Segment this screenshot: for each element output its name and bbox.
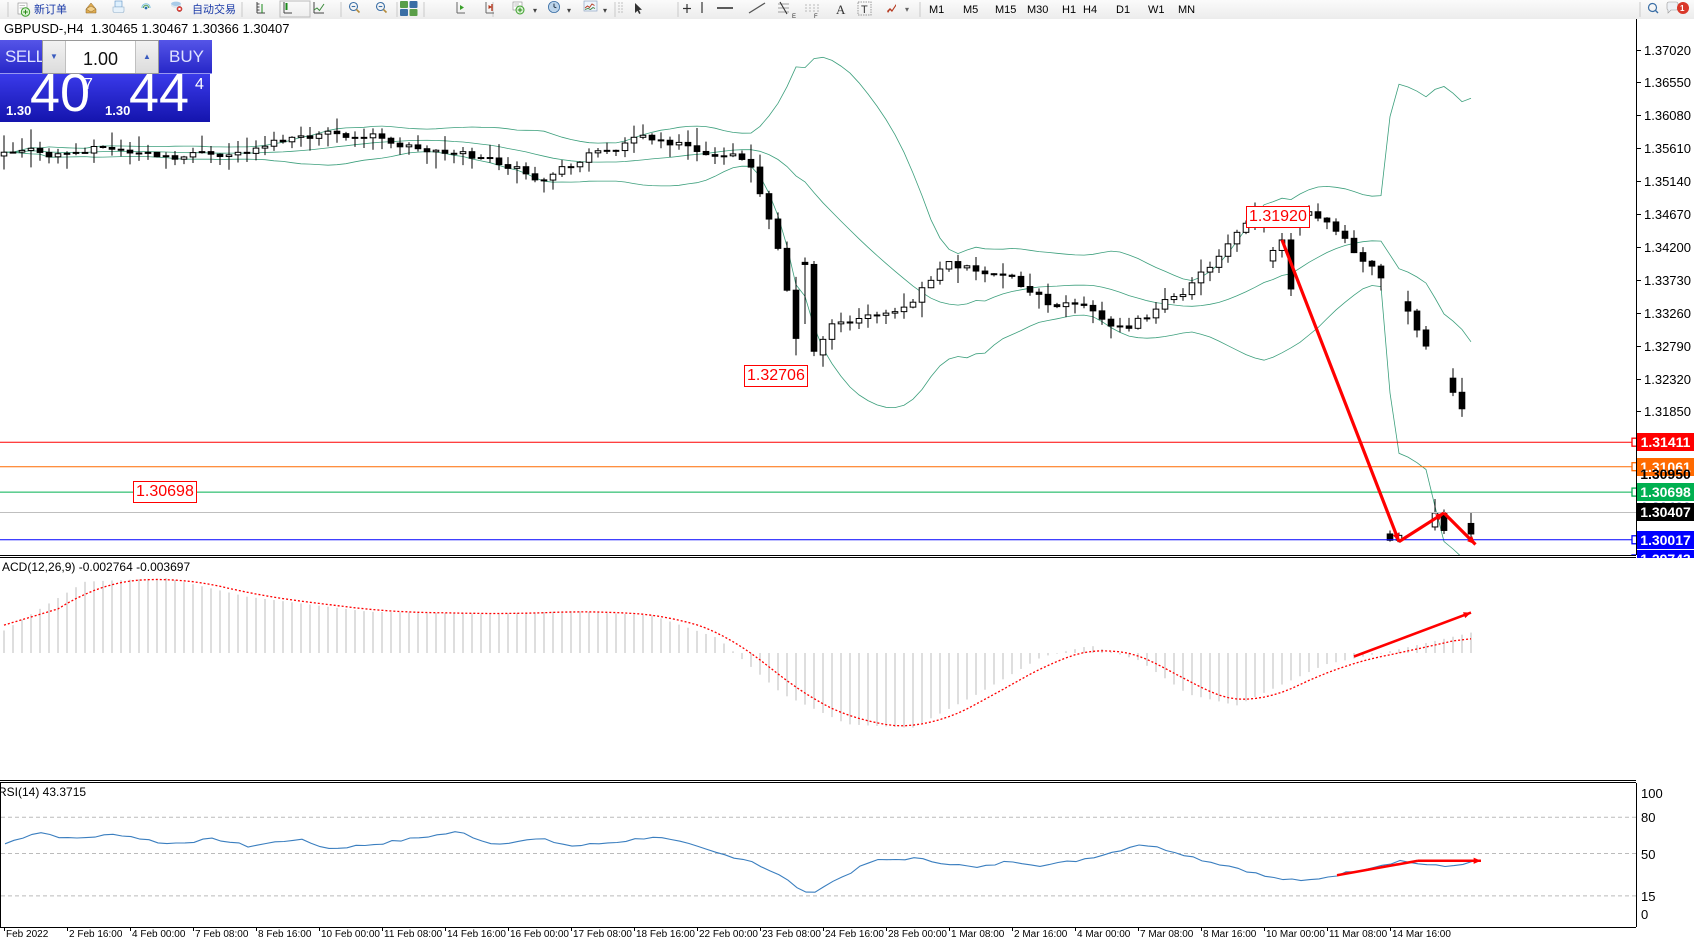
svg-text:M1: M1 xyxy=(929,4,944,16)
svg-text:▾: ▾ xyxy=(905,5,909,14)
svg-text:M15: M15 xyxy=(995,4,1016,16)
svg-text:T: T xyxy=(861,4,868,16)
svg-text:1: 1 xyxy=(1680,4,1685,13)
svg-text:▾: ▾ xyxy=(603,6,607,15)
svg-text:M5: M5 xyxy=(963,4,978,16)
svg-text:H4: H4 xyxy=(1083,4,1097,16)
svg-text:新订单: 新订单 xyxy=(34,2,67,16)
svg-text:D1: D1 xyxy=(1116,4,1130,16)
svg-text:自动交易: 自动交易 xyxy=(192,2,236,16)
svg-text:H1: H1 xyxy=(1062,4,1076,16)
svg-text:MN: MN xyxy=(1178,4,1195,16)
svg-text:W1: W1 xyxy=(1148,4,1165,16)
svg-text:▾: ▾ xyxy=(533,6,537,15)
svg-text:A: A xyxy=(836,2,846,17)
svg-text:M30: M30 xyxy=(1027,4,1048,16)
svg-text:▾: ▾ xyxy=(567,6,571,15)
